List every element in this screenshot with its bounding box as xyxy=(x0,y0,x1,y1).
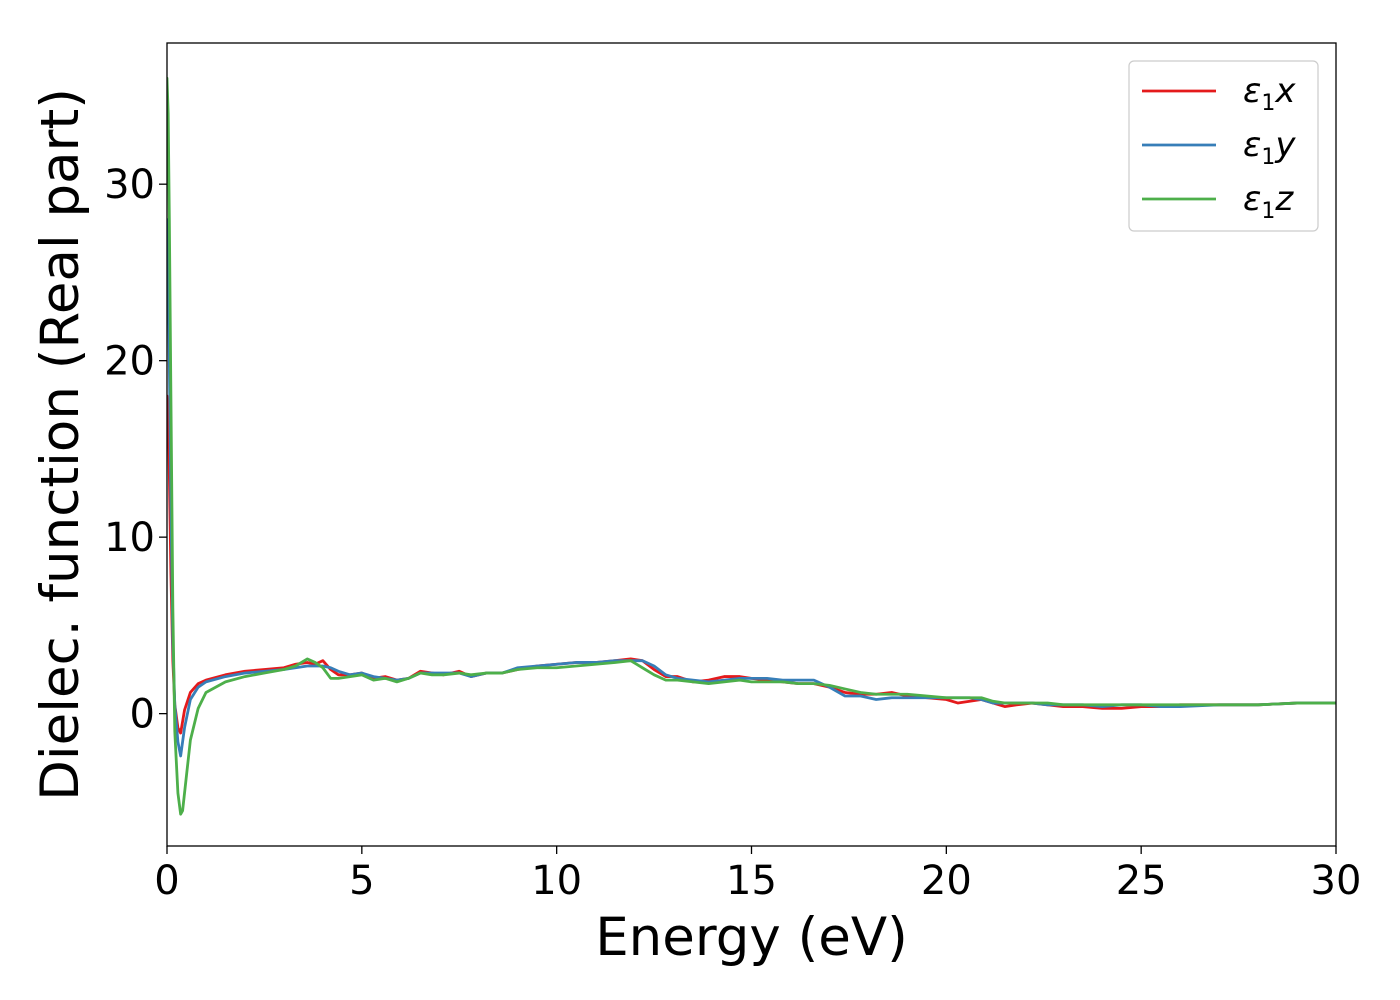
x-tick-label: 25 xyxy=(1116,858,1167,904)
y-tick-label: 30 xyxy=(104,162,155,208)
y-tick-label: 10 xyxy=(104,515,155,561)
legend: ε1x ε1y ε1z xyxy=(1128,60,1319,232)
x-axis-label: Energy (eV) xyxy=(595,907,908,968)
y-tick-label: 0 xyxy=(130,692,155,738)
x-tick-label: 30 xyxy=(1311,858,1362,904)
x-tick-label: 10 xyxy=(531,858,582,904)
x-tick-label: 15 xyxy=(726,858,777,904)
series-line-x xyxy=(167,394,1336,735)
y-axis-ticks: 0 10 20 30 xyxy=(104,162,167,738)
x-axis-ticks: 0 5 10 15 20 25 30 xyxy=(154,846,1361,904)
legend-box xyxy=(1128,60,1319,232)
x-tick-label: 0 xyxy=(154,858,179,904)
legend-label: ε1y xyxy=(1243,125,1296,170)
y-tick-label: 20 xyxy=(104,339,155,385)
series-layer xyxy=(167,76,1336,816)
x-tick-label: 5 xyxy=(349,858,374,904)
x-tick-label: 20 xyxy=(921,858,972,904)
y-axis-label: Dielec. function (Real part) xyxy=(30,88,91,801)
legend-label: ε1z xyxy=(1243,179,1294,224)
series-line-z xyxy=(167,76,1336,816)
legend-label: ε1x xyxy=(1243,71,1296,116)
